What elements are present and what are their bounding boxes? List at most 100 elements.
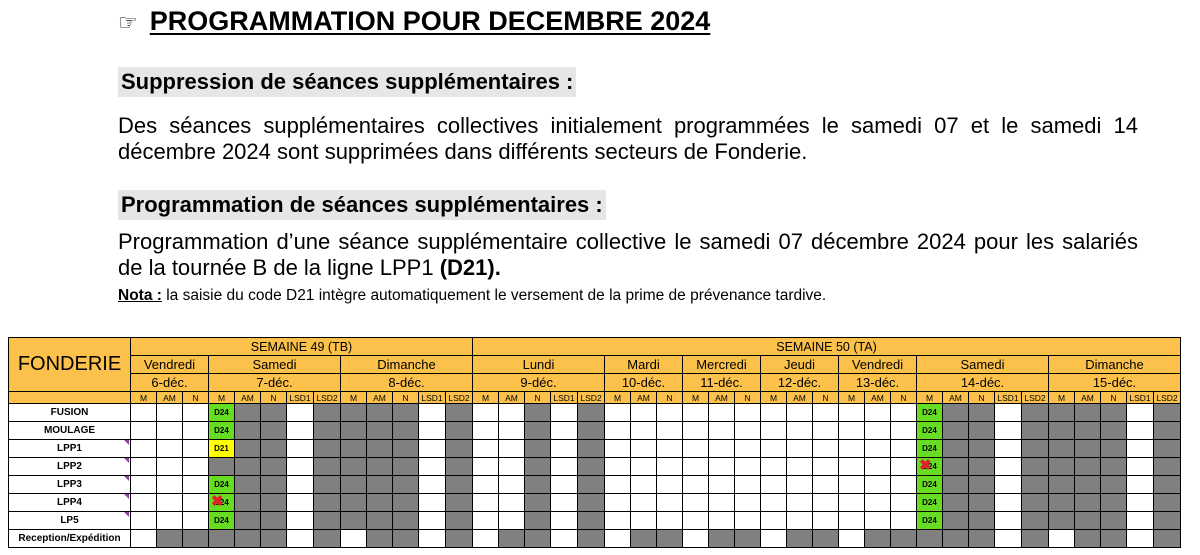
- schedule-cell: [890, 457, 917, 476]
- schedule-cell: [156, 529, 183, 548]
- schedule-cell: [313, 475, 341, 494]
- schedule-cell: [1074, 403, 1101, 422]
- schedule-cell: [968, 511, 995, 530]
- schedule-cell: [656, 439, 683, 458]
- shift-code-cell: D24: [208, 403, 235, 422]
- day-date: 12-déc.: [760, 373, 839, 392]
- shift-header: AM: [1074, 391, 1101, 404]
- schedule-cell: [208, 457, 235, 476]
- schedule-cell: [812, 493, 839, 512]
- schedule-cell: [524, 457, 551, 476]
- shift-header: N: [656, 391, 683, 404]
- schedule-cell: [130, 439, 157, 458]
- shift-header: N: [260, 391, 287, 404]
- shift-header: N: [392, 391, 419, 404]
- schedule-cell: [1100, 421, 1127, 440]
- shift-header: AM: [864, 391, 891, 404]
- schedule-cell: [942, 529, 969, 548]
- schedule-cell: [734, 457, 761, 476]
- schedule-cell: [890, 529, 917, 548]
- row-label-text: LPP1: [56, 443, 82, 454]
- schedule-cell: [1021, 457, 1049, 476]
- day-name: Vendredi: [130, 355, 209, 374]
- schedule-cell: [890, 403, 917, 422]
- row-label-text: FUSION: [50, 407, 89, 418]
- day-date: 13-déc.: [838, 373, 917, 392]
- schedule-cell: [472, 439, 499, 458]
- schedule-cell: [1021, 511, 1049, 530]
- schedule-cell: [1074, 421, 1101, 440]
- schedule-cell: [577, 457, 605, 476]
- schedule-cell: [734, 475, 761, 494]
- schedule-cell: [812, 457, 839, 476]
- shift-code-cell: D24: [208, 511, 235, 530]
- schedule-cell: [1048, 529, 1075, 548]
- schedule-cell: [994, 439, 1022, 458]
- schedule-cell: [182, 439, 209, 458]
- schedule-cell: [1048, 511, 1075, 530]
- schedule-cell: [498, 511, 525, 530]
- comment-marker-icon: [124, 512, 129, 517]
- schedule-cell: [1153, 439, 1181, 458]
- shift-header: N: [890, 391, 917, 404]
- schedule-cell: [786, 439, 813, 458]
- schedule-cell: [156, 421, 183, 440]
- schedule-cell: [942, 439, 969, 458]
- schedule-cell: [812, 421, 839, 440]
- schedule-cell: [630, 457, 657, 476]
- schedule-cell: [366, 475, 393, 494]
- schedule-cell: [130, 529, 157, 548]
- shift-header: LSD2: [1153, 391, 1181, 404]
- schedule-cell: [1153, 403, 1181, 422]
- schedule-cell: [760, 529, 787, 548]
- schedule-cell: [968, 403, 995, 422]
- schedule-cell: [656, 511, 683, 530]
- schedule-cell: [498, 529, 525, 548]
- schedule-cell: [286, 475, 314, 494]
- schedule-cell: [340, 493, 367, 512]
- schedule-cell: [708, 439, 735, 458]
- schedule-cell: [286, 511, 314, 530]
- schedule-cell: [1153, 493, 1181, 512]
- shift-header: LSD1: [994, 391, 1022, 404]
- schedule-cell: [942, 475, 969, 494]
- day-date: 7-déc.: [208, 373, 341, 392]
- schedule-cell: [392, 511, 419, 530]
- schedule-cell: [1021, 421, 1049, 440]
- schedule-cell: [313, 421, 341, 440]
- shift-header: AM: [366, 391, 393, 404]
- row-label: FUSION: [8, 403, 131, 422]
- shift-code-cell: D24: [916, 511, 943, 530]
- schedule-cell: [838, 475, 865, 494]
- comment-marker-icon: [124, 494, 129, 499]
- section-text-programmation-main: Programmation d’une séance supplémentair…: [118, 229, 1138, 280]
- day-date: 6-déc.: [130, 373, 209, 392]
- schedule-cell: [418, 475, 446, 494]
- schedule-cell: [182, 511, 209, 530]
- schedule-cell: [760, 421, 787, 440]
- schedule-cell: [1021, 493, 1049, 512]
- schedule-cell: [1153, 475, 1181, 494]
- schedule-cell: [968, 421, 995, 440]
- schedule-cell: [156, 439, 183, 458]
- schedule-cell: [1126, 493, 1154, 512]
- day-name: Mercredi: [682, 355, 761, 374]
- schedule-cell: [340, 439, 367, 458]
- schedule-cell: [1021, 403, 1049, 422]
- row-label: MOULAGE: [8, 421, 131, 440]
- shift-header: LSD2: [577, 391, 605, 404]
- comment-marker-icon: [124, 476, 129, 481]
- schedule-cell: [130, 493, 157, 512]
- schedule-cell: [968, 439, 995, 458]
- schedule-cell: [1100, 493, 1127, 512]
- cancelled-shift-cell: D24 ✖: [916, 457, 943, 476]
- schedule-cell: [130, 475, 157, 494]
- row-label: LPP1: [8, 439, 131, 458]
- table-corner-label: FONDERIE: [8, 337, 131, 392]
- schedule-cell: [445, 439, 473, 458]
- schedule-cell: [734, 511, 761, 530]
- schedule-cell: [1126, 529, 1154, 548]
- schedule-cell: [864, 421, 891, 440]
- schedule-cell: [445, 493, 473, 512]
- shift-header: N: [182, 391, 209, 404]
